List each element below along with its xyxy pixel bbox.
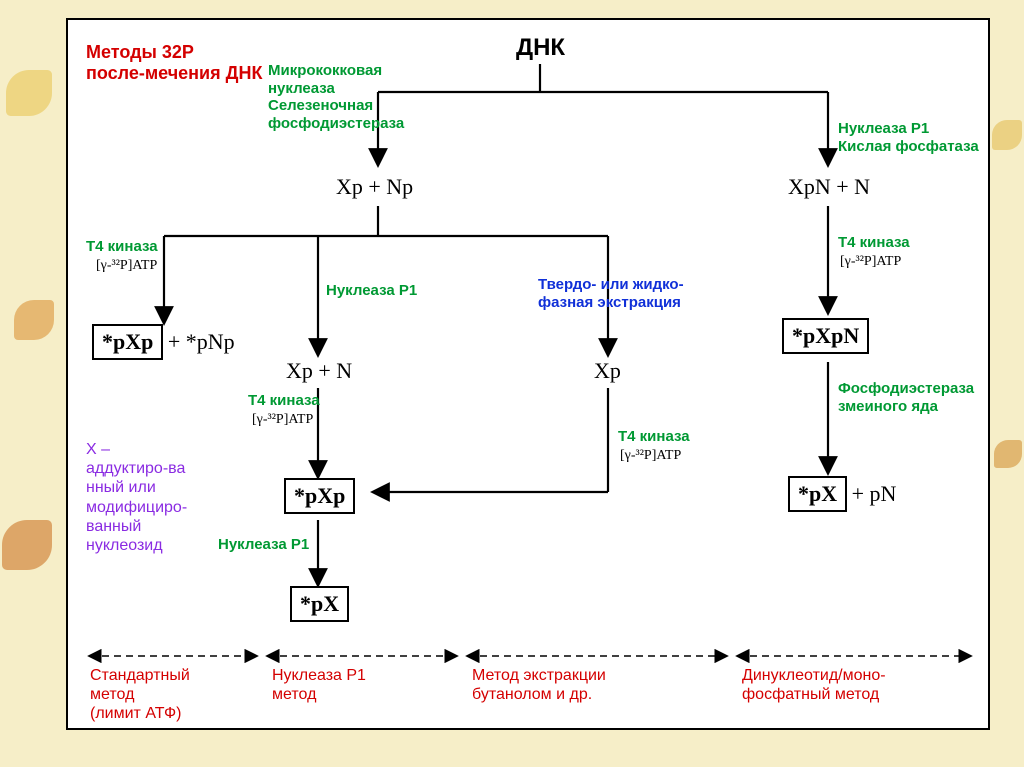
t4-kinase-label-3: T4 киназа (248, 392, 320, 410)
diagram-title: Методы 32P после-мечения ДНК (86, 42, 262, 84)
box-pxp-1: *pXp (92, 324, 163, 360)
box-pxpn: *pXpN (782, 318, 869, 354)
node-px-1: *pX (290, 586, 349, 622)
node-xpn-n: XpN + N (788, 174, 870, 200)
decorative-leaf (994, 440, 1022, 468)
node-pxp-pnp: *pXp + *pNp (92, 324, 235, 360)
t4-kinase-label-2: T4 киназа (838, 234, 910, 252)
atp-sub-2: [γ-³²P]ATP (840, 254, 901, 270)
node-pxpn: *pXpN (782, 318, 869, 354)
node-xp-n: Xp + N (286, 358, 352, 384)
t4-kinase-label-4: T4 киназа (618, 428, 690, 446)
box-px-2: *pX (788, 476, 847, 512)
legend-x-definition: X – аддуктиро-ва нный или модифициро- ва… (86, 440, 256, 555)
nuclease-p1-label-1: Нуклеаза P1 (326, 282, 417, 300)
diagram-panel: Методы 32P после-мечения ДНК ДНК Микроко… (66, 18, 990, 730)
node-xp-np: Xp + Np (336, 174, 413, 200)
enzyme-left-top: Микрококковая нуклеаза Селезеночная фосф… (268, 62, 404, 133)
method-3: Метод экстракции бутанолом и др. (472, 666, 606, 704)
title-line1: Методы 32P (86, 42, 262, 63)
t4-kinase-label-1: T4 киназа (86, 238, 158, 256)
atp-sub-4: [γ-³²P]ATP (620, 448, 681, 464)
box-pxp-2: *pXp (284, 478, 355, 514)
extraction-label: Твердо- или жидко- фазная экстракция (538, 276, 684, 311)
title-line2: после-мечения ДНК (86, 63, 262, 84)
method-4: Динуклеотид/моно- фосфатный метод (742, 666, 886, 704)
method-2: Нуклеаза P1 метод (272, 666, 366, 704)
slide-background: Методы 32P после-мечения ДНК ДНК Микроко… (0, 0, 1024, 767)
phosphodiesterase-label: Фосфодиэстераза змеиного яда (838, 380, 974, 415)
atp-sub-1: [γ-³²P]ATP (96, 258, 157, 274)
decorative-leaf (14, 300, 54, 340)
decorative-leaf (2, 520, 52, 570)
decorative-leaf (6, 70, 52, 116)
atp-sub-3: [γ-³²P]ATP (252, 412, 313, 428)
plus-pn: + pN (852, 481, 897, 506)
node-pxp-mid: *pXp (284, 478, 355, 514)
enzyme-right-top: Нуклеаза P1 Кислая фосфатаза (838, 120, 979, 155)
decorative-leaf (992, 120, 1022, 150)
method-1: Стандартный метод (лимит АТФ) (90, 666, 190, 724)
root-node: ДНК (516, 34, 565, 62)
node-px-pn: *pX + pN (788, 476, 896, 512)
box-px-1: *pX (290, 586, 349, 622)
plus-pnp: + *pNp (168, 329, 235, 354)
node-xp: Xp (594, 358, 621, 384)
